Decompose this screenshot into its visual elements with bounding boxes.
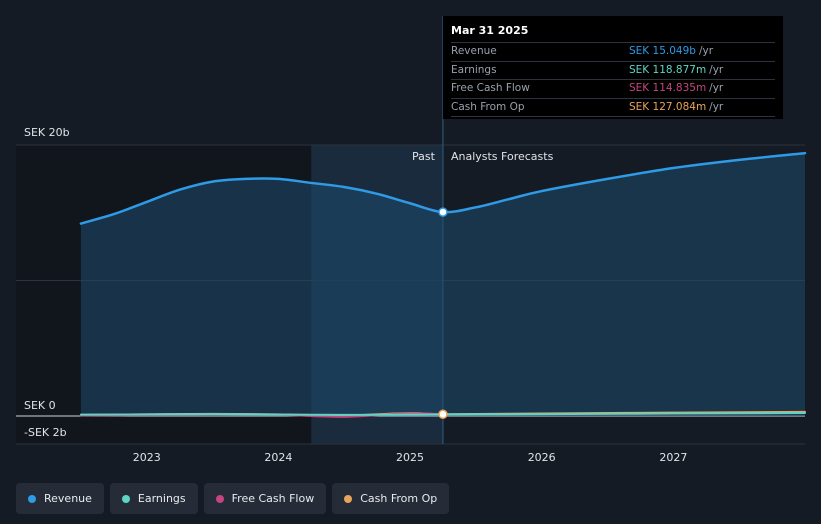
tooltip-label: Cash From Op	[451, 100, 525, 113]
x-tick-label: 2025	[396, 451, 424, 464]
revenue-dot-icon	[28, 494, 36, 503]
tooltip-value: SEK 118.877m	[629, 63, 707, 76]
revenue-area	[80, 153, 806, 416]
x-tick-label: 2023	[133, 451, 161, 464]
legend-item-free-cash-flow[interactable]: Free Cash Flow	[203, 483, 327, 514]
y-tick-label: -SEK 2b	[24, 426, 67, 439]
tooltip-label: Revenue	[451, 45, 497, 57]
x-tick-label: 2027	[659, 451, 687, 464]
tooltip-row-cash-from-op: Cash From Op SEK 127.084m /yr	[451, 97, 775, 117]
tooltip-value: SEK 15.049b	[629, 45, 696, 57]
tooltip-unit: /yr	[709, 63, 724, 76]
tooltip-row-revenue: Revenue SEK 15.049b /yr	[451, 42, 775, 61]
revenue-line	[79, 151, 807, 225]
forecast-label: Analysts Forecasts	[451, 150, 554, 163]
chart-legend: Revenue Earnings Free Cash Flow Cash Fro…	[16, 483, 450, 514]
cash-from-op-marker	[438, 409, 448, 420]
cash-from-op-dot-icon	[344, 494, 353, 503]
tooltip-unit: /yr	[709, 82, 724, 94]
legend-label: Cash From Op	[360, 492, 438, 505]
legend-item-earnings[interactable]: Earnings	[109, 483, 198, 514]
legend-label: Revenue	[44, 492, 92, 505]
legend-label: Free Cash Flow	[231, 492, 315, 505]
x-tick-label: 2024	[264, 451, 292, 464]
earnings-dot-icon	[121, 494, 130, 503]
free-cash-flow-dot-icon	[215, 494, 224, 503]
y-tick-label: SEK 0	[24, 399, 56, 412]
tooltip-label: Free Cash Flow	[451, 82, 530, 94]
hover-tooltip: Mar 31 2025 Revenue SEK 15.049b /yr Earn…	[443, 16, 783, 119]
tooltip-unit: /yr	[698, 45, 714, 57]
tooltip-label: Earnings	[451, 63, 497, 76]
y-tick-label: SEK 20b	[24, 126, 70, 139]
tooltip-value: SEK 127.084m	[629, 100, 707, 113]
revenue-marker	[438, 207, 448, 217]
past-label: Past	[412, 150, 436, 163]
tooltip-row-free-cash-flow: Free Cash Flow SEK 114.835m /yr	[451, 79, 775, 98]
legend-label: Earnings	[137, 492, 186, 505]
earnings-line	[79, 412, 806, 416]
legend-item-revenue[interactable]: Revenue	[16, 483, 104, 514]
x-tick-label: 2026	[528, 451, 556, 464]
tooltip-value: SEK 114.835m	[629, 82, 707, 94]
tooltip-date: Mar 31 2025	[451, 24, 529, 37]
tooltip-row-earnings: Earnings SEK 118.877m /yr	[451, 60, 775, 80]
legend-item-cash-from-op[interactable]: Cash From Op	[332, 483, 450, 514]
tooltip-unit: /yr	[709, 100, 724, 113]
